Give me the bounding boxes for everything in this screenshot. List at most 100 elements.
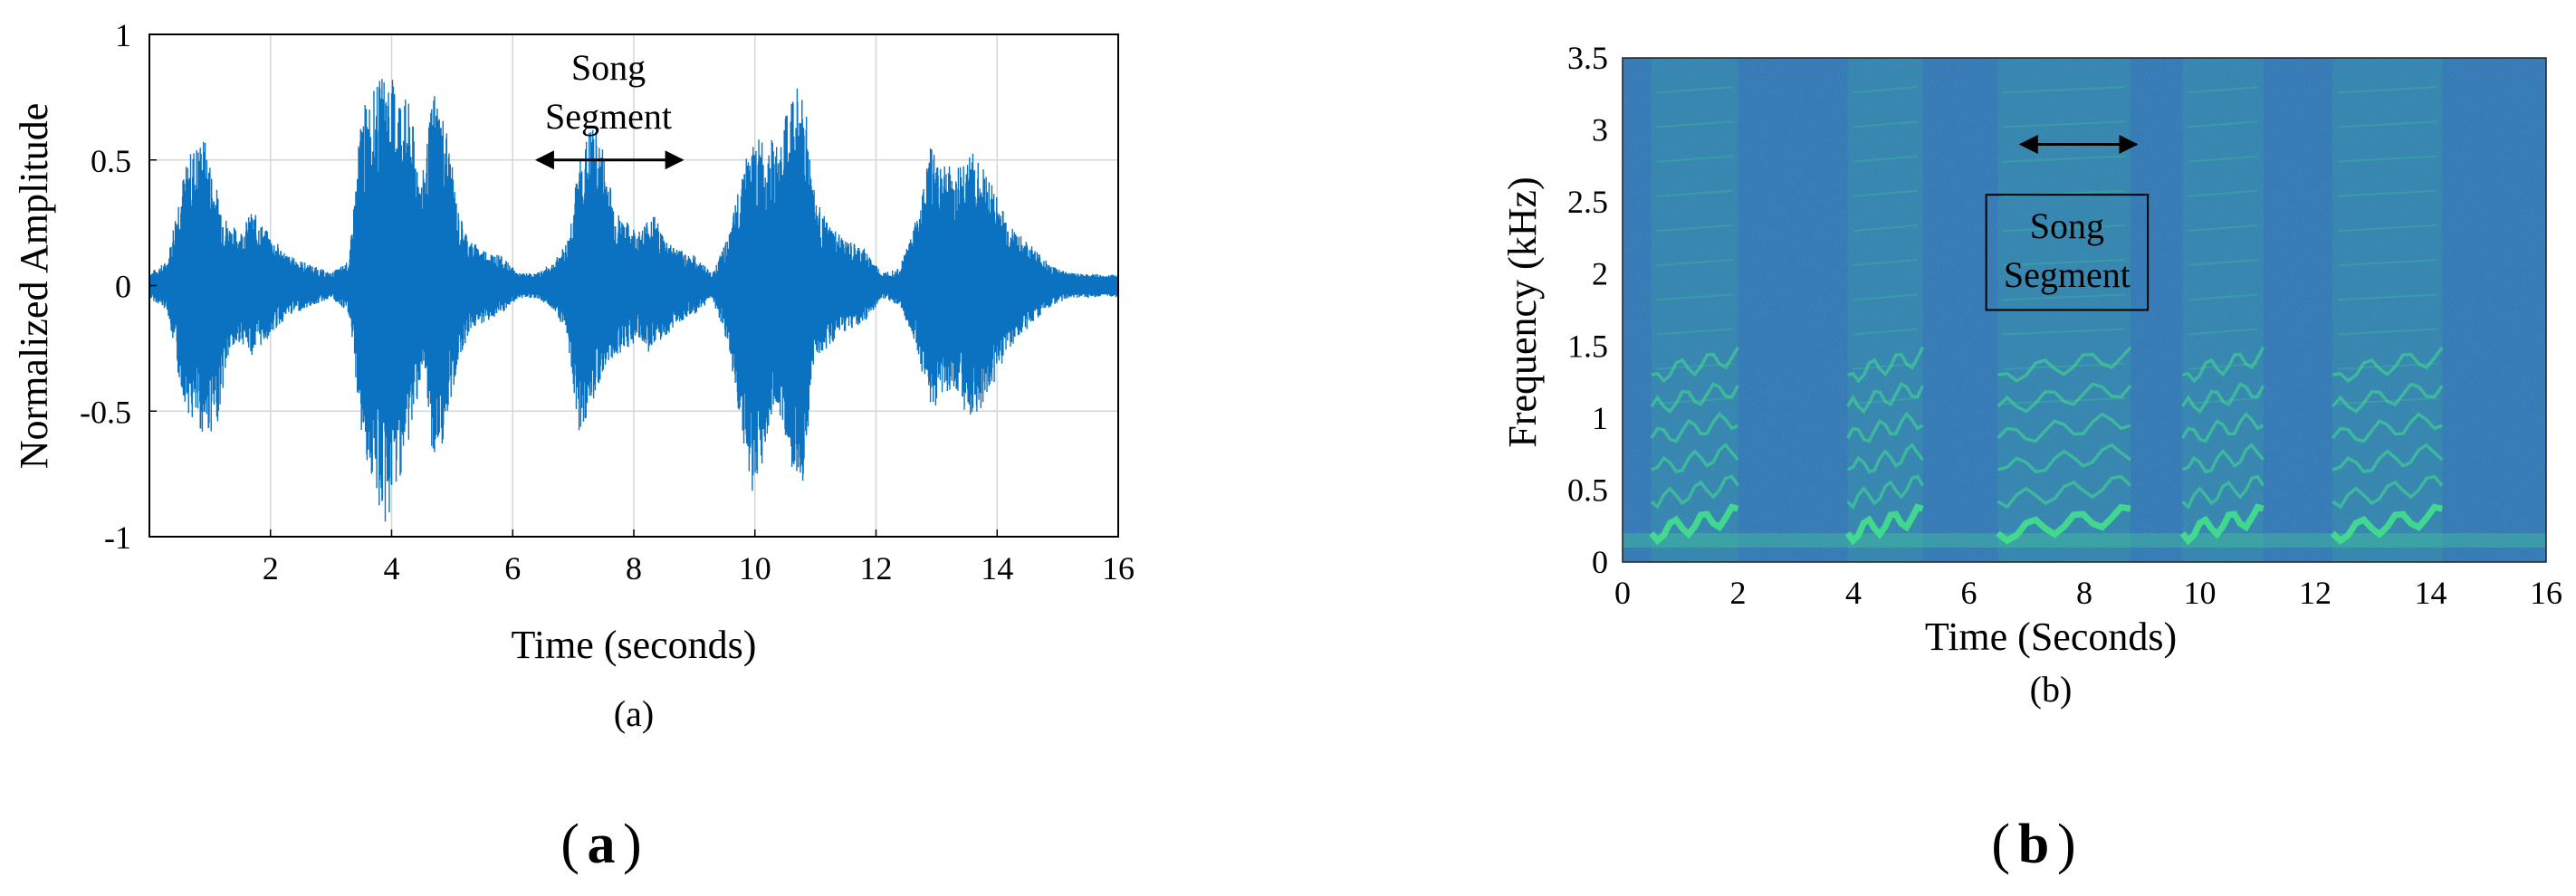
spectrogram-song-segment-annotation: Song Segment — [1985, 134, 2150, 311]
spectrogram-annotation-box — [1985, 194, 2150, 311]
spectrogram-harmonic-streak — [2332, 443, 2444, 473]
spectrogram-x-ticks: 0 2 4 6 8 10 12 14 16 — [1614, 575, 2562, 611]
spectrogram-faint-harmonic — [1656, 224, 1733, 232]
spectrogram-faint-harmonic — [2188, 362, 2258, 370]
waveform-trace — [149, 79, 1118, 522]
spectrogram-low-band — [1623, 533, 2546, 548]
spectrogram-faint-harmonic — [2338, 259, 2437, 267]
spectrogram-harmonic-streak — [2180, 382, 2265, 415]
spectrogram-harmonic-streak — [1846, 411, 1924, 443]
spectrogram-faint-harmonic — [2188, 155, 2258, 163]
spectrogram-x-tick-label: 16 — [2530, 575, 2562, 611]
spectrogram-harmonic-streak — [1997, 346, 2132, 383]
waveform-x-tick-label: 16 — [1102, 550, 1135, 586]
spectrogram-harmonic-streak — [1997, 412, 2131, 443]
spectrogram-harmonic-streak — [2182, 346, 2265, 384]
spectrogram-x-tick-label: 8 — [2076, 575, 2092, 611]
spectrogram-faint-harmonic — [1656, 328, 1733, 336]
spectrogram-y-tick-label: 3 — [1592, 112, 1608, 148]
spectrogram-x-tick-label: 2 — [1730, 575, 1747, 611]
spectrogram-harmonic-streak — [1996, 503, 2131, 545]
spectrogram-harmonic-streak — [1649, 503, 1739, 546]
spectrogram-faint-harmonic — [1656, 189, 1733, 197]
waveform-y-tick-label: 1 — [115, 17, 131, 53]
spectrogram-active-region — [2332, 58, 2443, 562]
spectrogram-harmonic-streak — [1997, 382, 2132, 414]
spectrogram-harmonic-streak — [1651, 443, 1739, 474]
spectrogram-faint-harmonic — [2003, 328, 2126, 336]
spectrogram-faint-harmonic — [2338, 293, 2437, 301]
spectrogram-harmonic-streak — [2330, 503, 2443, 545]
spectrogram-active-region — [1651, 58, 1738, 562]
spectrogram-harmonic-streak — [2180, 411, 2265, 443]
waveform-x-tick-label: 8 — [626, 550, 642, 586]
spectrogram-harmonic-streak — [2331, 412, 2443, 443]
panel-label-a-letter: a — [588, 814, 616, 875]
spectrogram-chart: 0 2 4 6 8 10 12 14 16 0 0.5 1 1.5 2 2.5 3 3.5 Time (Sec… — [1500, 40, 2562, 710]
spectrogram-faint-harmonic — [1853, 328, 1918, 336]
spectrogram-faint-harmonic — [1656, 362, 1733, 370]
spectrogram-faint-harmonic — [2003, 86, 2126, 94]
spectrogram-active-region — [1847, 58, 1923, 562]
spectrogram-y-ticks: 0 0.5 1 1.5 2 2.5 3 3.5 — [1567, 40, 1608, 580]
spectrogram-y-tick-label: 1 — [1592, 400, 1608, 436]
waveform-x-tick-label: 6 — [504, 550, 521, 586]
spectrogram-faint-harmonic — [2338, 120, 2437, 129]
panel-label-b: ( b ) — [1991, 814, 2075, 875]
spectrogram-harmonic-streak — [1846, 382, 1925, 415]
spectrogram-frame — [1622, 57, 2547, 563]
spectrogram-faint-harmonic — [1656, 86, 1733, 94]
spectrogram-faint-harmonic — [2003, 362, 2126, 370]
spectrogram-faint-harmonic — [2003, 396, 2126, 405]
spectrogram-subtitle: (b) — [2030, 669, 2073, 710]
spectrogram-x-axis-label: Time (Seconds) — [1925, 615, 2177, 659]
waveform-x-tick-label: 12 — [860, 550, 893, 586]
waveform-annotation-line2: Segment — [545, 96, 672, 137]
spectrogram-harmonic-streak — [2179, 503, 2265, 546]
waveform-x-ticks: 2 4 6 8 10 12 14 16 — [263, 529, 1135, 586]
spectrogram-faint-harmonic — [1853, 155, 1918, 163]
spectrogram-faint-harmonic — [1656, 259, 1733, 267]
spectrogram-y-tick-label: 1.5 — [1567, 328, 1608, 364]
spectrogram-active-region — [2182, 58, 2264, 562]
waveform-x-axis-label: Time (seconds) — [512, 623, 757, 667]
waveform-y-tick-label: -1 — [104, 519, 131, 556]
spectrogram-harmonic-streak — [2331, 382, 2444, 414]
spectrogram-faint-harmonic — [2188, 293, 2258, 301]
spectrogram-faint-harmonic — [2338, 189, 2437, 197]
spectrogram-faint-harmonic — [1656, 293, 1733, 301]
spectrogram-faint-harmonic — [2188, 86, 2258, 94]
waveform-signal — [149, 79, 1118, 522]
spectrogram-harmonic-streak — [1650, 412, 1739, 443]
spectrogram-faint-harmonic — [2338, 362, 2437, 370]
spectrogram-faint-harmonic — [2188, 120, 2258, 129]
spectrogram-harmonic-streak — [1651, 346, 1740, 384]
spectrogram-y-tick-label: 2 — [1592, 256, 1608, 292]
spectrogram-faint-harmonic — [1656, 396, 1733, 405]
spectrogram-x-tick-label: 6 — [1961, 575, 1977, 611]
waveform-annotation-line1: Song — [571, 47, 646, 88]
spectrogram-faint-harmonic — [1853, 86, 1918, 94]
spectrogram-faint-harmonic — [2003, 155, 2126, 163]
spectrogram-faint-harmonic — [1853, 189, 1918, 197]
waveform-y-axis-label: Normalized Amplitude — [12, 103, 56, 469]
spectrogram-harmonic-streak — [2181, 443, 2265, 474]
spectrogram-faint-harmonic — [2188, 189, 2258, 197]
spectrogram-faint-harmonic — [1853, 259, 1918, 267]
spectrogram-x-tick-label: 12 — [2299, 575, 2332, 611]
spectrogram-harmonic-streak — [2181, 474, 2265, 510]
panel-label-a: ( a ) — [560, 814, 641, 875]
spectrogram-faint-harmonic — [1656, 155, 1733, 163]
spectrogram-faint-harmonic — [2338, 86, 2437, 94]
spectrogram-faint-harmonic — [2338, 224, 2437, 232]
spectrogram-faint-harmonic — [2338, 155, 2437, 163]
spectrogram-harmonic-streak — [1846, 474, 1925, 510]
spectrogram-harmonic-streak — [1847, 347, 1925, 384]
spectrogram-harmonic-streak — [1650, 382, 1740, 415]
waveform-x-tick-label: 14 — [981, 550, 1013, 586]
spectrogram-harmonic-streak — [2332, 474, 2444, 510]
waveform-subtitle: (a) — [614, 693, 654, 734]
spectrogram-annotation-line2: Segment — [2004, 254, 2131, 295]
spectrogram-faint-harmonic — [2003, 293, 2126, 301]
